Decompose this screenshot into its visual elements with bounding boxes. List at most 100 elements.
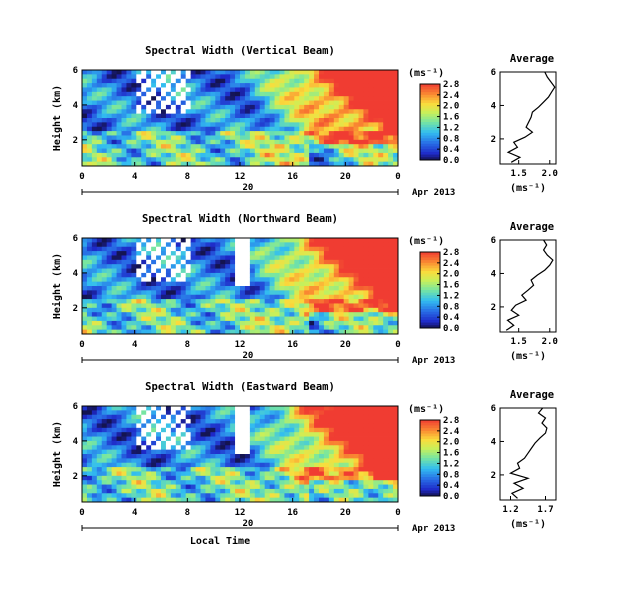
heatmap-cell: [136, 286, 142, 291]
heatmap-cell: [373, 161, 379, 167]
heatmap-cell: [101, 471, 108, 477]
colorbar-segment: [420, 94, 440, 99]
heatmap-cell: [378, 78, 384, 84]
heatmap-cell: [348, 480, 354, 485]
heatmap-cell: [205, 131, 211, 136]
heatmap-cell: [225, 277, 231, 283]
heatmap-cell: [373, 493, 379, 499]
heatmap-cell: [314, 427, 320, 433]
heatmap-cell: [289, 497, 295, 503]
heatmap-cell: [304, 497, 310, 503]
heatmap-cell: [195, 268, 201, 274]
heatmap-cell: [333, 436, 340, 442]
heatmap-cell: [378, 259, 384, 265]
heatmap-cell: [244, 246, 251, 252]
heatmap-cell: [328, 255, 335, 261]
heatmap-cell: [136, 100, 142, 106]
heatmap-cell: [101, 264, 108, 269]
heatmap-cell: [319, 445, 325, 451]
heatmap-cell: [151, 307, 157, 313]
heatmap-cell: [175, 414, 182, 420]
heatmap-cell: [254, 242, 261, 248]
heatmap-cell: [106, 462, 113, 468]
heatmap-cell: [299, 264, 305, 269]
heatmap-cell: [373, 259, 379, 265]
heatmap-cell: [368, 312, 374, 317]
heatmap-cell: [180, 87, 187, 93]
heatmap-cell: [348, 87, 354, 93]
heatmap-cell: [314, 148, 320, 154]
heatmap-cell: [269, 70, 275, 75]
heatmap-cell: [170, 432, 177, 437]
heatmap-cell: [141, 255, 147, 261]
heatmap-cell: [279, 475, 285, 481]
heatmap-cell: [358, 458, 364, 464]
heatmap-cell: [240, 454, 246, 459]
heatmap-cell: [225, 126, 231, 132]
heatmap-cell: [388, 126, 394, 132]
heatmap-cell: [244, 294, 251, 300]
heatmap-cell: [156, 135, 162, 141]
heatmap-cell: [210, 152, 216, 158]
heatmap-cell: [200, 113, 206, 119]
heatmap-cell: [106, 152, 113, 158]
heatmap-cell: [383, 122, 389, 128]
heatmap-cell: [146, 272, 152, 278]
heatmap-cell: [249, 251, 256, 256]
heatmap-cell: [156, 440, 162, 446]
heatmap-cell: [215, 299, 221, 304]
average-x-label: (ms⁻¹): [510, 183, 546, 194]
heatmap-cell: [319, 484, 325, 490]
heatmap-cell: [235, 118, 241, 123]
heatmap-cell: [101, 445, 108, 451]
heatmap-cell: [210, 410, 216, 416]
heatmap-cell: [328, 454, 335, 459]
heatmap-cell: [121, 78, 127, 84]
heatmap-cell: [323, 83, 330, 88]
heatmap-cell: [274, 118, 280, 123]
average-frame: [499, 71, 557, 165]
heatmap-cell: [289, 161, 295, 167]
heatmap-cell: [338, 320, 345, 326]
heatmap-cell: [91, 440, 98, 446]
heatmap-cell: [235, 286, 241, 291]
heatmap-cell: [175, 290, 182, 296]
heatmap-cell: [190, 259, 196, 265]
heatmap-cell: [363, 299, 369, 304]
heatmap-cell: [86, 126, 93, 132]
heatmap-cell: [319, 109, 325, 115]
heatmap-cell: [185, 414, 192, 420]
heatmap-cell: [195, 78, 201, 84]
heatmap-cell: [244, 488, 251, 494]
heatmap-cell: [225, 100, 231, 106]
heatmap-cell: [373, 414, 379, 420]
heatmap-cell: [328, 406, 335, 411]
heatmap-cell: [353, 406, 359, 411]
heatmap-cell: [121, 419, 127, 424]
heatmap-cell: [240, 161, 246, 167]
heatmap-cell: [225, 427, 231, 433]
heatmap-cell: [309, 445, 315, 451]
heatmap-cell: [131, 286, 137, 291]
heatmap-cell: [121, 238, 127, 243]
heatmap-cell: [338, 157, 345, 163]
colorbar-segment: [420, 425, 440, 429]
heatmap-cell: [244, 299, 251, 304]
heatmap-cell: [309, 427, 315, 433]
heatmap-cell: [299, 497, 305, 503]
heatmap-cell: [175, 272, 182, 278]
heatmap-cell: [235, 462, 241, 468]
heatmap-cell: [323, 277, 330, 283]
heatmap-cell: [244, 268, 251, 274]
heatmap-cell: [358, 104, 364, 110]
heatmap-cell: [220, 131, 226, 136]
heatmap-cell: [319, 96, 325, 101]
heatmap-cell: [106, 488, 113, 494]
heatmap-cell: [225, 316, 231, 322]
heatmap-cell: [190, 290, 196, 296]
heatmap-cell: [284, 259, 290, 265]
heatmap-cell: [279, 74, 285, 80]
heatmap-cell: [151, 325, 157, 331]
heatmap-cell: [284, 467, 290, 472]
heatmap-cell: [264, 83, 271, 88]
